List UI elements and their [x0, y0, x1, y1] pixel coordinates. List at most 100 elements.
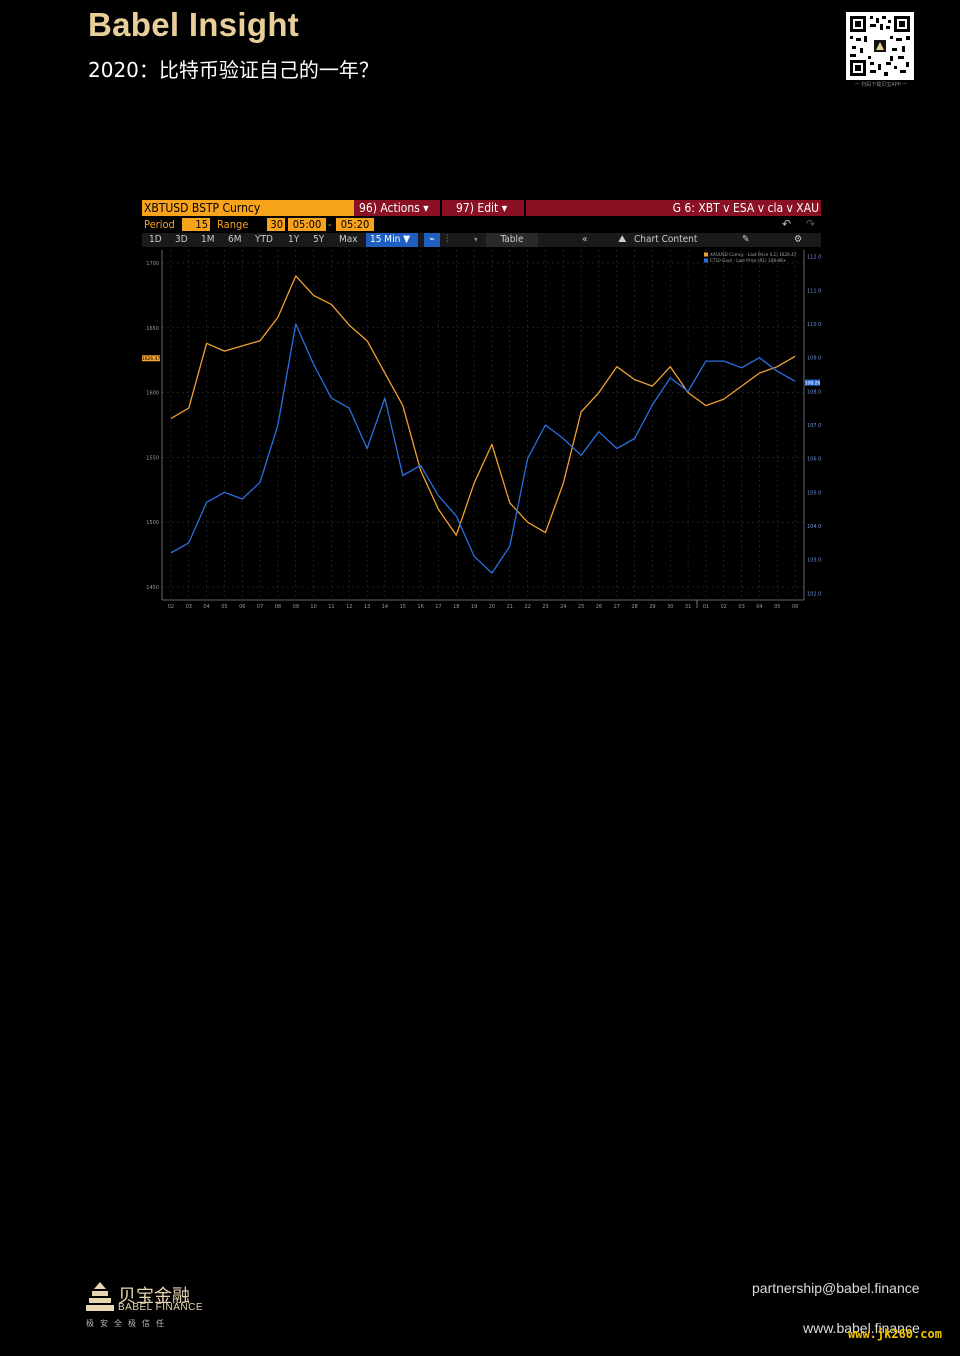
- price-chart: 02 03 04 05 06 07 08 09 10 11 12 13 14 15 16 17 18 19 20 21…: [142, 250, 821, 608]
- series-line: [170, 323, 796, 574]
- legend-entry: CT10 Govt - Last Price (R1) 108-08+: [710, 258, 787, 263]
- x-tick-label: 05: [774, 604, 780, 608]
- chart-content-button[interactable]: Chart Content: [634, 234, 698, 245]
- x-tick-label: 04: [756, 604, 762, 608]
- range-button-3d[interactable]: 3D: [175, 234, 188, 245]
- time-dash: -: [328, 218, 332, 231]
- line-chart-icon[interactable]: ⌁: [424, 233, 440, 247]
- x-tick-label: 19: [471, 604, 477, 608]
- x-tick-label: 01: [703, 604, 709, 608]
- range-button-1d[interactable]: 1D: [149, 234, 162, 245]
- range-button-1m[interactable]: 1M: [201, 234, 215, 245]
- period-input[interactable]: 15: [182, 218, 210, 231]
- x-tick-label: 26: [596, 604, 602, 608]
- y-left-tick-label: 1450: [146, 585, 159, 591]
- x-tick-label: 13: [364, 604, 370, 608]
- x-tick-label: 09: [293, 604, 299, 608]
- time-to-input[interactable]: 05:20: [336, 218, 374, 231]
- qr-code-icon: [846, 12, 914, 80]
- x-tick-label: 23: [542, 604, 548, 608]
- logo-text-en: BABEL FINANCE: [118, 1302, 204, 1313]
- edit-menu[interactable]: 97) Edit ▾: [442, 200, 524, 216]
- chart-axes: [161, 250, 805, 608]
- settings-gear-icon[interactable]: ⚙: [794, 234, 803, 245]
- graph-title: G 6: XBT v ESA v cla v XAU: [526, 200, 821, 216]
- y-right-tick-label: 105.0: [807, 490, 821, 496]
- range-button-ytd[interactable]: YTD: [255, 234, 273, 245]
- x-tick-label: 11: [328, 604, 334, 608]
- right-last-price-label: 108.26: [805, 380, 821, 386]
- page-title: Babel Insight: [88, 6, 300, 43]
- redo-icon[interactable]: ↷: [806, 217, 816, 231]
- contact-email[interactable]: partnership@babel.finance: [752, 1280, 920, 1296]
- terminal-toolbar: XBTUSD BSTP Curncy 96) Actions ▾ 97) Edi…: [142, 200, 821, 216]
- right-last-price-marker: [805, 379, 820, 386]
- x-tick-label: 24: [560, 604, 566, 608]
- undo-icon[interactable]: ↶: [782, 217, 792, 231]
- y-left-tick-label: 1650: [146, 326, 159, 332]
- x-tick-label: 27: [614, 604, 620, 608]
- y-left-tick-label: 1500: [146, 520, 159, 526]
- range-button-max[interactable]: Max: [339, 234, 358, 245]
- candle-chart-icon[interactable]: ⫶: [446, 234, 449, 245]
- range-input[interactable]: 30: [267, 218, 285, 231]
- legend-entry: XAUUSD Curncy - Last Price (L1) 1626.47: [710, 252, 797, 257]
- security-field[interactable]: XBTUSD BSTP Curncy: [142, 200, 354, 216]
- x-tick-label: 04: [203, 604, 209, 608]
- x-tick-label: 22: [524, 604, 530, 608]
- logo-tagline: 极安全极信任: [86, 1319, 170, 1328]
- x-tick-label: 30: [667, 604, 673, 608]
- x-tick-label: 18: [453, 604, 459, 608]
- babel-finance-logo-icon: [86, 1282, 114, 1311]
- y-left-tick-label: 1600: [146, 391, 159, 397]
- x-tick-label: 03: [186, 604, 192, 608]
- website-link[interactable]: www.babel.finance: [803, 1320, 920, 1336]
- y-right-tick-label: 104.0: [807, 524, 821, 530]
- y-right-tick-label: 108.0: [807, 389, 821, 395]
- legend-swatch: [704, 252, 708, 257]
- y-right-tick-label: 102.0: [807, 591, 821, 597]
- x-tick-label: 06: [239, 604, 245, 608]
- y-right-tick-label: 103.0: [807, 558, 821, 564]
- x-tick-label: 14: [382, 604, 388, 608]
- actions-menu[interactable]: 96) Actions ▾: [354, 200, 440, 216]
- x-tick-label: 28: [631, 604, 637, 608]
- x-tick-label: 29: [649, 604, 655, 608]
- time-from-input[interactable]: 05:00: [288, 218, 326, 231]
- x-tick-label: 21: [507, 604, 513, 608]
- chart-content-icon[interactable]: ⛰: [618, 234, 627, 245]
- legend-swatch: [704, 258, 708, 263]
- x-tick-label: 20: [489, 604, 495, 608]
- y-right-tick-label: 107.0: [807, 423, 821, 429]
- bloomberg-terminal-screenshot: XBTUSD BSTP Curncy 96) Actions ▾ 97) Edi…: [142, 200, 821, 608]
- x-tick-label: 06: [792, 604, 798, 608]
- x-tick-label: 31: [685, 604, 691, 608]
- left-last-price-label: 1626.47: [142, 356, 160, 362]
- y-left-tick-label: 1700: [146, 261, 159, 267]
- x-tick-label: 25: [578, 604, 584, 608]
- interval-dropdown[interactable]: 15 Min ▼: [366, 233, 418, 247]
- collapse-icon[interactable]: «: [582, 234, 588, 245]
- range-button-1y[interactable]: 1Y: [288, 234, 300, 245]
- edit-annotation-icon[interactable]: ✎: [742, 234, 750, 245]
- x-tick-label: 02: [721, 604, 727, 608]
- left-last-price-marker: [142, 355, 160, 362]
- y-right-tick-label: 106.0: [807, 457, 821, 463]
- x-tick-label: 05: [221, 604, 227, 608]
- table-button[interactable]: Table: [486, 233, 538, 247]
- chart-type-dropdown-icon[interactable]: ▾: [474, 235, 478, 244]
- x-tick-label: 08: [275, 604, 281, 608]
- range-button-6m[interactable]: 6M: [228, 234, 242, 245]
- y-right-tick-label: 112.0: [807, 255, 821, 261]
- period-label: Period: [144, 218, 175, 231]
- x-tick-label: 03: [738, 604, 744, 608]
- range-button-5y[interactable]: 5Y: [313, 234, 325, 245]
- range-toolbar: 1D 3D 1M 6M YTD 1Y 5Y Max 15 Min ▼ ⌁ ⫶ ▾…: [142, 233, 821, 247]
- page-subtitle: 2020：比特币验证自己的一年？: [88, 58, 379, 82]
- y-right-tick-label: 110.0: [807, 322, 821, 328]
- qr-caption: 一 扫码下载贝宝APP 一: [854, 82, 908, 88]
- x-tick-label: 15: [400, 604, 406, 608]
- x-tick-label: 17: [435, 604, 441, 608]
- chart-grid: [162, 250, 804, 600]
- period-bar: Period 15 Range 30 05:00 - 05:20 ↶ ↷: [142, 218, 821, 231]
